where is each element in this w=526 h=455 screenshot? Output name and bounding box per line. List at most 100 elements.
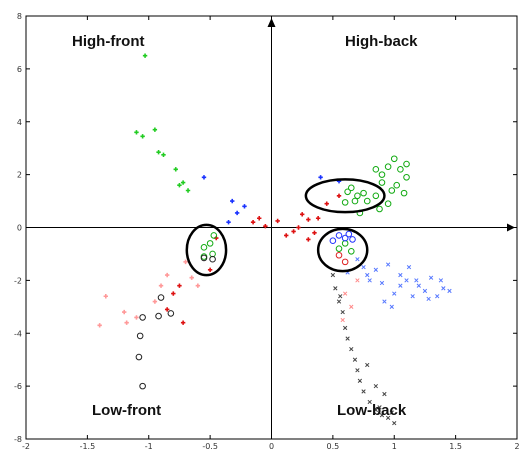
data-point-x	[352, 357, 358, 362]
data-point-x	[428, 275, 434, 280]
highlight-ellipses	[185, 178, 386, 277]
data-point-circle	[167, 310, 175, 317]
data-point-plus	[234, 210, 240, 216]
label-high-back: High-back	[345, 33, 418, 50]
data-point-x	[410, 294, 415, 299]
data-point-x	[447, 288, 452, 294]
x-tick-label: 0	[269, 442, 274, 451]
data-point-plus	[299, 212, 305, 217]
data-point-circle	[345, 230, 353, 238]
highlight-ellipse	[316, 227, 369, 273]
label-low-back: Low-back	[337, 402, 407, 419]
data-point-x	[406, 265, 412, 270]
data-point-circle	[376, 205, 383, 213]
x-tick-label: 1.5	[449, 442, 462, 451]
data-point-x	[357, 378, 363, 383]
y-tick-label: 6	[17, 65, 22, 74]
data-point-plus	[306, 217, 311, 222]
data-point-circle	[210, 232, 218, 239]
data-point-plus	[312, 230, 317, 235]
data-point-x	[349, 304, 354, 309]
data-point-x	[342, 325, 348, 331]
data-point-circle	[378, 179, 386, 186]
data-point-x	[377, 405, 382, 410]
data-point-circle	[400, 189, 408, 197]
data-point-circle	[360, 189, 367, 197]
center-axes	[26, 18, 515, 435]
data-point-circle	[200, 244, 208, 251]
data-point-circle	[341, 199, 349, 206]
data-point-x	[365, 362, 370, 368]
data-point-circle	[335, 245, 343, 252]
data-point-plus	[171, 291, 176, 296]
data-point-plus	[263, 223, 268, 229]
highlight-ellipse	[185, 223, 228, 277]
data-point-circle	[397, 166, 404, 173]
x-tick-label: -1.5	[80, 442, 96, 451]
label-high-front: High-front	[72, 33, 144, 50]
data-point-plus	[180, 180, 186, 185]
data-point-plus	[226, 220, 231, 225]
data-point-circle	[136, 332, 144, 340]
x-tick-label: 0.5	[327, 442, 340, 451]
y-tick-label: 4	[17, 118, 22, 127]
y-tick-label: -8	[14, 435, 22, 444]
y-tick-label: -2	[14, 276, 22, 285]
data-point-x	[435, 294, 440, 299]
data-point-circle	[372, 166, 380, 173]
data-point-circle	[403, 160, 410, 168]
x-tick-label: 1	[392, 442, 397, 451]
x-tick-label: -0.5	[202, 442, 218, 451]
data-point-x	[373, 383, 378, 389]
data-point-circle	[200, 254, 208, 262]
data-point-plus	[124, 320, 129, 325]
data-point-x	[382, 391, 387, 397]
data-point-plus	[164, 307, 170, 312]
data-point-x	[385, 262, 391, 267]
data-point-x	[426, 296, 431, 302]
data-point-plus	[183, 259, 188, 265]
data-point-plus	[152, 127, 158, 132]
highlight-ellipse	[304, 178, 386, 214]
data-point-x	[333, 286, 338, 291]
data-point-circle	[344, 188, 351, 196]
data-point-plus	[207, 267, 213, 272]
data-point-x	[361, 389, 366, 394]
data-point-circle	[335, 251, 343, 259]
data-point-circle	[341, 258, 349, 266]
data-point-circle	[378, 171, 386, 178]
y-tick-label: 0	[17, 224, 22, 233]
data-point-plus	[242, 204, 247, 209]
data-point-circle	[139, 382, 146, 390]
data-point-plus	[142, 53, 148, 58]
label-low-front: Low-front	[92, 402, 161, 419]
data-point-x	[422, 288, 428, 294]
data-point-x	[385, 415, 391, 421]
data-point-plus	[152, 299, 158, 304]
data-point-circle	[329, 237, 337, 245]
data-point-plus	[140, 134, 145, 139]
data-point-plus	[195, 283, 201, 288]
x-axis-arrowhead	[507, 223, 515, 232]
data-point-plus	[156, 149, 161, 155]
data-point-x	[342, 291, 348, 296]
data-point-x	[367, 399, 372, 405]
data-point-x	[398, 283, 403, 288]
data-point-plus	[103, 294, 108, 299]
data-point-plus	[324, 201, 329, 206]
data-point-x	[345, 336, 350, 341]
data-point-x	[361, 265, 366, 270]
data-point-circle	[363, 197, 371, 205]
data-point-circle	[155, 312, 162, 320]
data-points	[97, 53, 452, 426]
data-point-plus	[336, 193, 342, 198]
data-point-plus	[296, 225, 301, 230]
data-point-plus	[230, 198, 235, 204]
data-point-x	[441, 286, 446, 291]
y-tick-label: 2	[17, 171, 22, 180]
data-point-circle	[157, 294, 165, 301]
data-point-plus	[250, 220, 256, 225]
data-point-x	[355, 257, 360, 262]
data-point-circle	[403, 173, 410, 181]
